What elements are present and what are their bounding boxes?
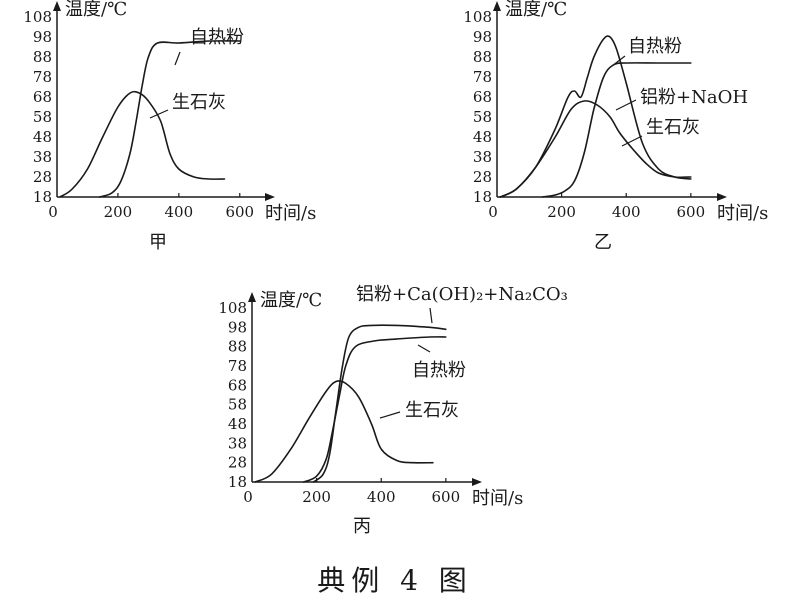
y-tick-label: 18 (33, 188, 52, 206)
y-tick-label: 58 (473, 108, 492, 126)
y-tick-label: 78 (33, 68, 52, 86)
series-line (499, 35, 692, 198)
panel-caption: 丙 (353, 516, 371, 537)
x-tick-label: 200 (547, 203, 576, 221)
y-tick-label: 38 (33, 148, 52, 166)
series-leader-line (417, 344, 431, 353)
y-tick-label: 38 (473, 148, 492, 166)
y-tick-label: 28 (33, 168, 52, 186)
y-tick-label: 18 (228, 473, 247, 491)
y-axis-arrow (53, 1, 61, 11)
series-label: 自热粉 (412, 360, 466, 381)
y-axis-label: 温度/℃ (260, 290, 322, 311)
y-tick-label: 28 (228, 454, 247, 472)
origin-label: 0 (48, 203, 58, 221)
series-line (254, 380, 434, 483)
x-tick-label: 600 (225, 203, 254, 221)
x-tick-label: 200 (302, 488, 331, 506)
series-leader-line (379, 411, 401, 419)
y-tick-label: 28 (473, 168, 492, 186)
x-axis-arrow (717, 193, 727, 201)
series-leader-line (615, 99, 637, 111)
y-tick-label: 88 (33, 48, 52, 66)
origin-label: 0 (243, 488, 253, 506)
series-line (302, 336, 447, 483)
x-tick-label: 400 (165, 203, 194, 221)
series-line (59, 90, 226, 198)
y-tick-label: 108 (463, 8, 492, 26)
x-tick-label: 400 (612, 203, 641, 221)
y-tick-label: 78 (473, 68, 492, 86)
series-line (499, 100, 692, 198)
series-line (98, 40, 241, 198)
y-axis-arrow (248, 292, 256, 302)
y-tick-label: 48 (473, 128, 492, 146)
x-tick-label: 600 (432, 488, 461, 506)
y-tick-label: 68 (473, 88, 492, 106)
y-tick-label: 98 (473, 28, 492, 46)
x-tick-label: 200 (104, 203, 133, 221)
series-leader-line (611, 55, 626, 67)
x-axis-arrow (472, 478, 482, 486)
x-tick-label: 400 (367, 488, 396, 506)
y-tick-label: 108 (218, 299, 247, 317)
figure-caption: 典例 4 图 (317, 564, 473, 597)
y-tick-label: 108 (23, 8, 52, 26)
y-axis-label: 温度/℃ (65, 0, 127, 20)
series-label: 铝粉+NaOH (640, 87, 748, 108)
y-tick-label: 48 (228, 415, 247, 433)
y-tick-label: 88 (473, 48, 492, 66)
y-tick-label: 48 (33, 128, 52, 146)
y-tick-label: 38 (228, 434, 247, 452)
y-tick-label: 98 (228, 318, 247, 336)
x-axis-arrow (265, 193, 275, 201)
series-line (312, 324, 447, 483)
y-tick-label: 88 (228, 338, 247, 356)
series-label: 生石灰 (405, 400, 459, 421)
series-label: 自热粉 (628, 36, 682, 57)
series-leader-line (174, 51, 181, 66)
panel-caption: 乙 (594, 232, 612, 253)
y-tick-label: 78 (228, 357, 247, 375)
chart-panel-jia: 18 28 38 48 58 68 78 88 98 108 0 200 400 600 温度/℃ 时间/s 甲… (23, 0, 316, 253)
x-axis-label: 时间/s (265, 203, 316, 224)
series-label: 自热粉 (190, 27, 244, 48)
x-axis-label: 时间/s (472, 488, 523, 509)
series-leader-line (149, 109, 169, 119)
x-tick-label: 600 (677, 203, 706, 221)
y-tick-label: 18 (473, 188, 492, 206)
x-axis-label: 时间/s (717, 203, 768, 224)
series-leader-line (621, 135, 643, 147)
y-tick-label: 98 (33, 28, 52, 46)
origin-label: 0 (488, 203, 498, 221)
panel-caption: 甲 (149, 232, 167, 253)
series-label: 铝粉+Ca(OH)₂+Na₂CO₃ (356, 284, 568, 305)
series-label: 生石灰 (646, 117, 700, 138)
y-axis-label: 温度/℃ (505, 0, 567, 20)
series-leader-line (429, 307, 433, 324)
y-tick-label: 58 (33, 108, 52, 126)
y-axis-arrow (493, 1, 501, 11)
y-tick-label: 68 (228, 376, 247, 394)
chart-panel-yi: 18 28 38 48 58 68 78 88 98 108 0 200 400 600 温度/℃ 时间/s 乙… (463, 0, 768, 253)
series-label: 生石灰 (172, 92, 226, 113)
y-tick-label: 68 (33, 88, 52, 106)
y-tick-label: 58 (228, 396, 247, 414)
series-line (541, 62, 692, 198)
